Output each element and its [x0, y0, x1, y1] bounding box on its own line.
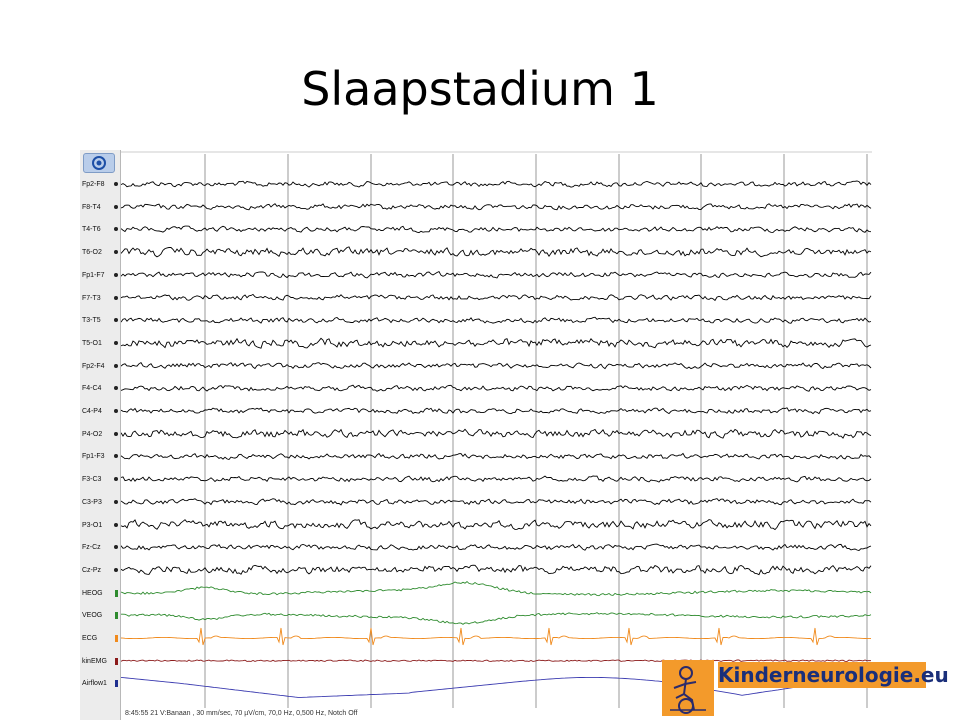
channel-marker	[114, 295, 118, 300]
view-toggle-button[interactable]	[83, 153, 115, 173]
child-figure-icon	[662, 660, 714, 716]
channel-label-text: T6-O2	[82, 249, 102, 257]
channel-marker	[115, 589, 118, 597]
channel-label-text: Fp2-F8	[82, 181, 105, 188]
channel-marker	[115, 612, 118, 620]
channel-marker	[114, 545, 118, 550]
channel-label-text: C4-P4	[82, 408, 102, 415]
trace-airflow1	[121, 675, 872, 698]
channel-marker	[114, 204, 118, 209]
channel-marker	[114, 431, 118, 436]
trace-heog	[121, 581, 872, 597]
eeg-viewer[interactable]: Fp2-F8 F8-T4 T4-T6 T6-O2 Fp1-F7 F7-T3 T3-T5 T5-…	[80, 150, 872, 720]
eeg-traces	[121, 180, 872, 698]
channel-label-text: F3-C3	[82, 476, 102, 484]
trace-t6-o2	[121, 246, 872, 258]
trace-t5-o1	[121, 337, 872, 349]
slide-title: Slaapstadium 1	[301, 62, 659, 116]
channel-label-text: P4-O2	[82, 430, 103, 438]
trace-p4-o2	[121, 428, 872, 439]
trace-cz-pz	[121, 564, 872, 576]
channel-label-text: C3-P3	[82, 498, 102, 506]
channel-label-text: Fp1-F3	[82, 453, 105, 461]
channel-label-text: HEOG	[82, 589, 103, 597]
trace-c4-p4	[121, 407, 872, 415]
channel-marker	[115, 635, 118, 642]
eeg-trace-canvas[interactable]	[121, 150, 872, 710]
channel-label-text: Fp2-F4	[82, 362, 105, 370]
trace-f3-c3	[121, 475, 872, 483]
channel-label-text: F8-T4	[82, 203, 101, 211]
channel-marker	[114, 318, 118, 323]
channel-marker	[115, 657, 118, 665]
channel-marker	[114, 227, 118, 232]
trace-fp1-f7	[121, 271, 872, 279]
channel-marker	[114, 454, 118, 459]
trace-kinemg	[121, 659, 872, 662]
channel-marker	[114, 250, 118, 255]
trace-fz-cz	[121, 543, 872, 551]
channel-label-panel: Fp2-F8 F8-T4 T4-T6 T6-O2 Fp1-F7 F7-T3 T3-T5 T5-…	[80, 150, 121, 720]
trace-veog	[121, 612, 872, 625]
trace-ecg	[121, 627, 871, 646]
channel-marker	[114, 182, 118, 186]
channel-label-text: Fp1-F7	[82, 271, 105, 279]
channel-marker	[114, 499, 118, 504]
channel-label-text: F4-C4	[82, 385, 102, 393]
status-bar: 8:45:55 21 V:Banaan , 30 mm/sec, 70 µV/c…	[121, 708, 641, 720]
trace-t3-t5	[121, 316, 872, 324]
channel-marker	[114, 409, 118, 413]
trace-c3-p3	[121, 498, 872, 506]
channel-marker	[115, 680, 118, 688]
channel-label-text: Airflow1	[82, 680, 107, 688]
channel-label-text: ECG	[82, 635, 98, 642]
channel-label-text: F7-T3	[82, 294, 101, 302]
trace-f7-t3	[121, 293, 872, 302]
channel-marker	[114, 363, 118, 368]
channel-label-text: T4-T6	[82, 226, 101, 234]
kinderneurologie-logo: Kinderneurologie.eu	[662, 660, 949, 716]
channel-marker	[114, 477, 118, 482]
channel-label-text: P3-O1	[82, 521, 103, 529]
channel-label-text: Cz-Pz	[82, 566, 102, 574]
channel-marker	[114, 386, 118, 391]
channel-label-text: T5-O1	[82, 339, 102, 347]
trace-t4-t6	[121, 225, 872, 234]
channel-label-text: VEOG	[82, 612, 103, 620]
trace-fp2-f4	[121, 361, 872, 370]
eye-icon	[92, 156, 106, 170]
trace-f4-c4	[121, 384, 872, 392]
channel-label-text: Fz-Cz	[82, 544, 101, 552]
trace-f8-t4	[121, 203, 872, 211]
logo-text: Kinderneurologie.eu	[718, 662, 949, 688]
channel-label-text: T3-T5	[82, 317, 101, 325]
trace-fp1-f3	[121, 452, 872, 461]
channel-marker	[114, 567, 118, 572]
channel-marker	[114, 340, 118, 345]
trace-fp2-f8	[121, 180, 872, 188]
channel-label-text: kinEMG	[82, 657, 107, 665]
channel-marker	[114, 272, 118, 277]
channel-marker	[114, 522, 118, 527]
trace-p3-o1	[121, 519, 872, 531]
